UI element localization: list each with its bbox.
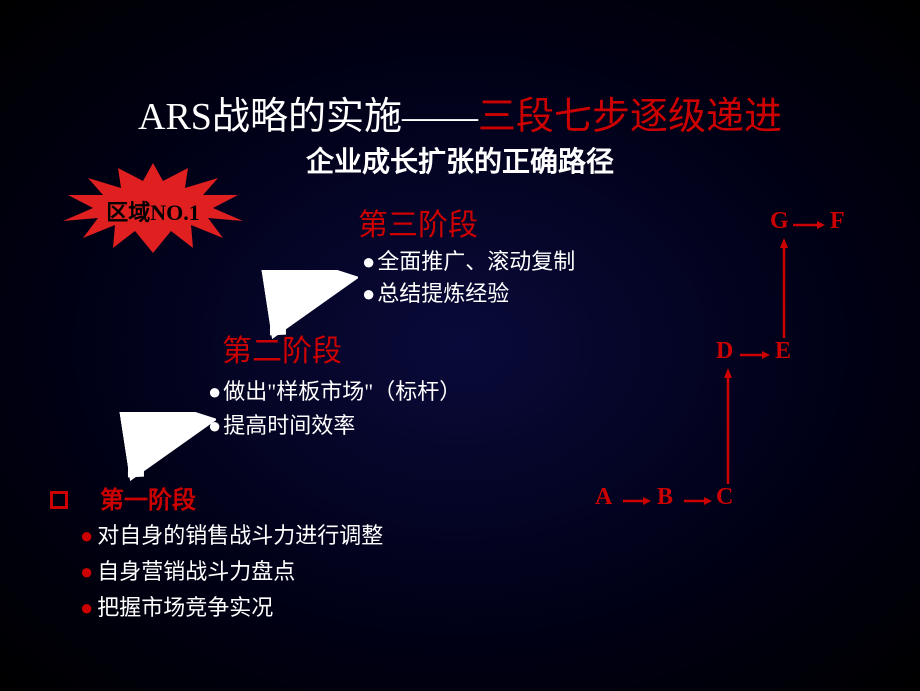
stage1-bullet-1: ●对自身的销售战斗力进行调整 bbox=[80, 518, 383, 550]
letter-E: E bbox=[775, 338, 791, 365]
main-title: ARS战略的实施——三段七步逐级递进 bbox=[0, 85, 920, 140]
arrow-B-C bbox=[684, 495, 716, 507]
stage1-bullet-2: ●自身营销战斗力盘点 bbox=[80, 554, 295, 586]
stage2-bullet-2: 提高时间效率 bbox=[208, 408, 355, 440]
arrow-A-B bbox=[623, 495, 655, 507]
letter-B: B bbox=[657, 484, 673, 511]
stage2-bullet-1: 做出"样板市场"（标杆） bbox=[208, 374, 461, 406]
letter-D: D bbox=[716, 338, 733, 365]
title-part-2: 三段七步逐级递进 bbox=[478, 96, 782, 138]
letter-C: C bbox=[716, 484, 733, 511]
arrow-E-up bbox=[777, 238, 791, 338]
stage3-title: 第三阶段 bbox=[358, 200, 478, 244]
letter-F: F bbox=[830, 208, 845, 235]
stage1-bullet-3: ●把握市场竞争实况 bbox=[80, 590, 273, 622]
title-part-1: ARS战略的实施—— bbox=[138, 96, 478, 138]
curve-arrow-1to2 bbox=[116, 412, 216, 492]
arrow-C-up bbox=[721, 368, 735, 484]
starburst-badge: 区域NO.1 bbox=[63, 163, 243, 253]
arrow-G-F bbox=[793, 219, 829, 231]
letter-G: G bbox=[770, 208, 789, 235]
stage3-bullet-2: 总结提炼经验 bbox=[362, 276, 509, 308]
curve-arrow-2to3 bbox=[258, 270, 358, 350]
stage3-bullet-1: 全面推广、滚动复制 bbox=[362, 244, 575, 276]
letter-A: A bbox=[595, 484, 612, 511]
starburst-label: 区域NO.1 bbox=[63, 195, 243, 227]
square-bullet-icon bbox=[50, 491, 68, 509]
arrow-D-E bbox=[740, 349, 774, 361]
